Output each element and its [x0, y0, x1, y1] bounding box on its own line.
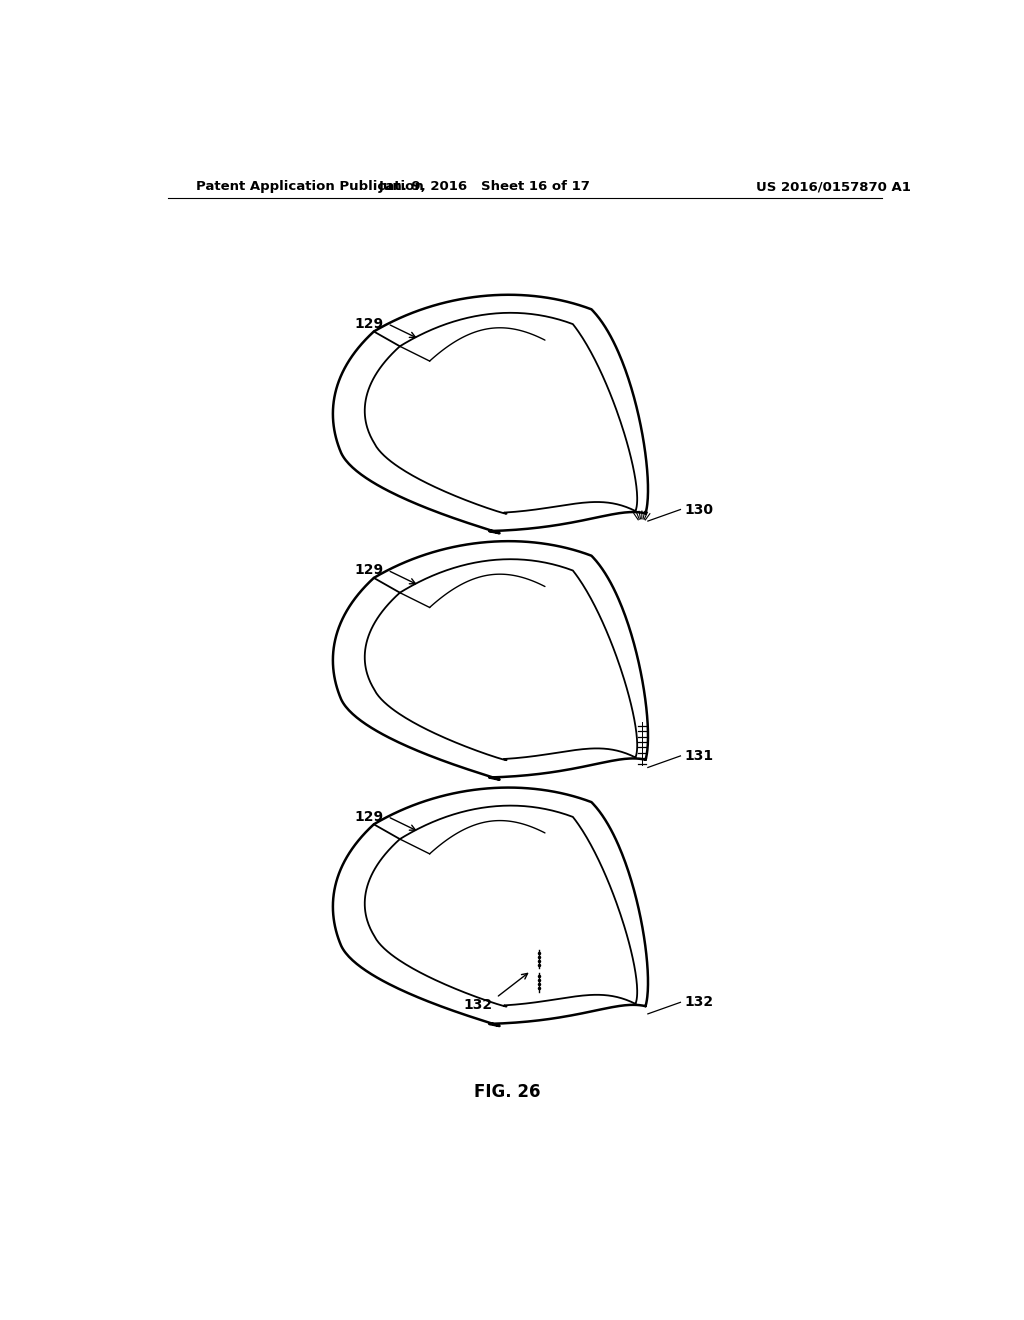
- Text: 129: 129: [354, 564, 384, 577]
- Text: 129: 129: [354, 317, 384, 331]
- Text: 132: 132: [463, 998, 493, 1012]
- Text: Patent Application Publication: Patent Application Publication: [197, 181, 424, 194]
- Text: US 2016/0157870 A1: US 2016/0157870 A1: [756, 181, 910, 194]
- Text: 130: 130: [684, 503, 714, 516]
- Text: Jun. 9, 2016   Sheet 16 of 17: Jun. 9, 2016 Sheet 16 of 17: [379, 181, 591, 194]
- Text: 132: 132: [684, 995, 714, 1010]
- Text: 131: 131: [684, 748, 714, 763]
- Text: FIG. 26: FIG. 26: [474, 1082, 541, 1101]
- Text: 129: 129: [354, 809, 384, 824]
